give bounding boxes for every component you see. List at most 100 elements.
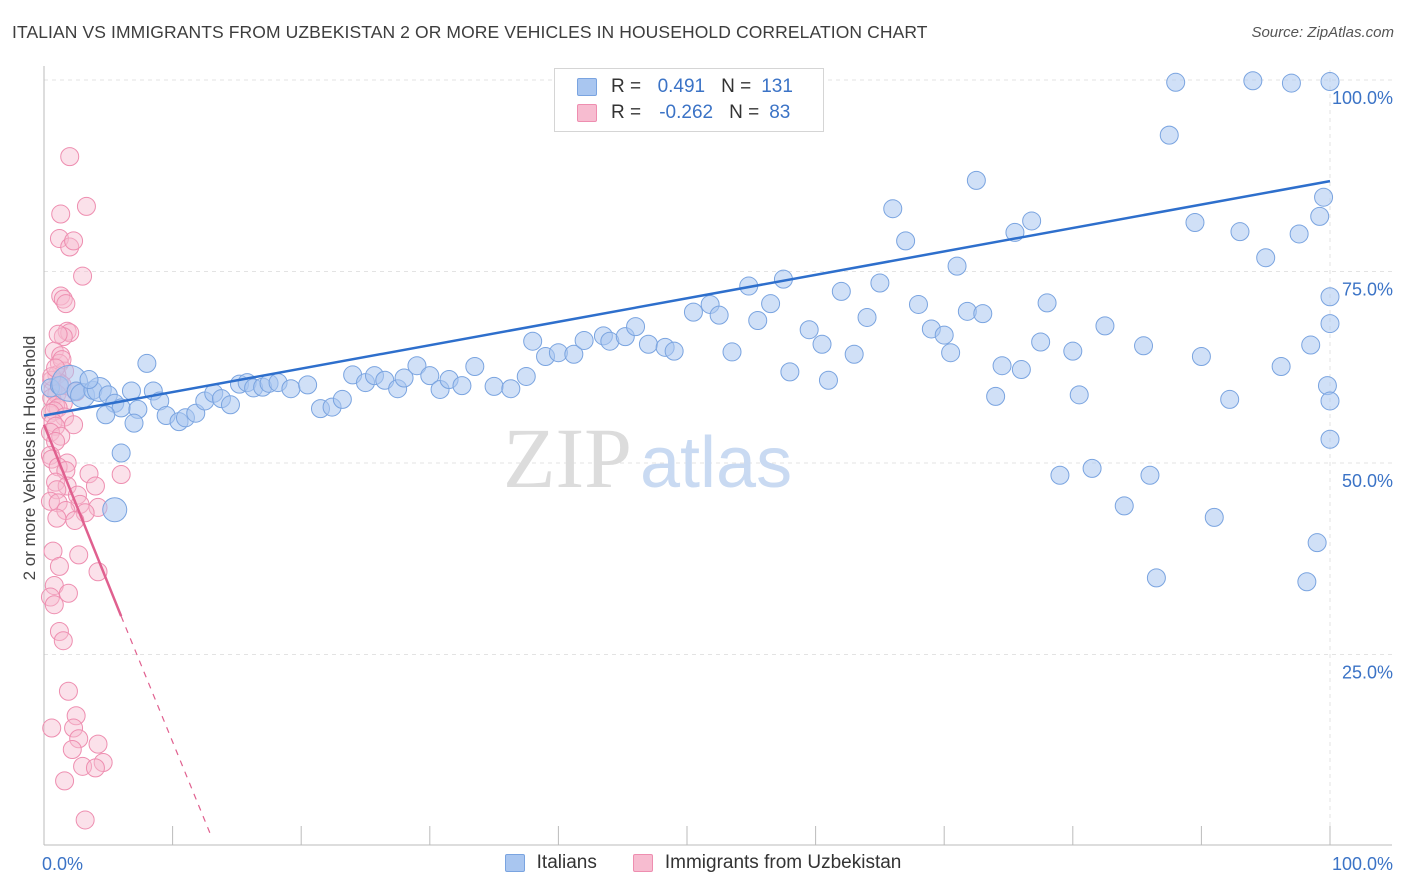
italians-point — [281, 379, 301, 399]
italians-point — [664, 341, 684, 361]
italians-point — [1289, 224, 1309, 244]
italians-point — [111, 443, 131, 463]
italians-point — [761, 294, 781, 314]
uzbekistan-points — [40, 147, 131, 830]
y-tick-label: 25.0% — [1342, 663, 1393, 683]
legend-r-label: R = — [611, 76, 642, 97]
legend-item-italians[interactable]: Italians — [504, 852, 597, 874]
uzbekistan-point — [46, 416, 66, 436]
y-tick-label: 50.0% — [1342, 471, 1393, 491]
italians-point — [1204, 507, 1224, 527]
uzbekistan-point — [58, 583, 78, 603]
italians-point — [1069, 385, 1089, 405]
italians-point — [1320, 72, 1340, 92]
italians-point — [452, 376, 472, 396]
italians-point — [137, 353, 157, 373]
italians-swatch — [504, 854, 525, 872]
legend-n-label: N = — [721, 76, 752, 97]
italians-point — [709, 305, 729, 325]
italians-trend-line — [43, 179, 1331, 417]
uzbekistan-point — [49, 556, 69, 576]
italians-point — [896, 231, 916, 251]
legend-r-value: 0.491 — [657, 76, 706, 97]
x-tick-label: 100.0% — [1332, 854, 1393, 874]
italians-point — [1134, 336, 1154, 356]
legend-label-uzbekistan: Immigrants from Uzbekistan — [664, 852, 902, 873]
uzbekistan-point — [75, 810, 95, 830]
italians-point — [748, 311, 768, 331]
italians-point — [1159, 125, 1179, 145]
chart-title: ITALIAN VS IMMIGRANTS FROM UZBEKISTAN 2 … — [12, 22, 928, 42]
italians-point — [1297, 572, 1317, 592]
y-tick-label: 100.0% — [1332, 88, 1393, 108]
legend-n-value: 131 — [761, 76, 793, 97]
legend-r-label: R = — [611, 102, 642, 123]
correlation-legend: R = 0.491 N = 131 R = -0.262 N = 83 — [554, 68, 824, 132]
italians-point — [1146, 568, 1166, 588]
italians-point — [124, 413, 144, 433]
italians-point — [1031, 332, 1051, 352]
italians-point — [722, 342, 742, 362]
uzbekistan-swatch — [577, 104, 597, 122]
italians-point — [1095, 316, 1115, 336]
italians-point — [1320, 314, 1340, 334]
uzbekistan-point — [51, 204, 71, 224]
uzbekistan-point — [44, 595, 64, 615]
italians-point — [992, 356, 1012, 376]
uzbekistan-point — [62, 739, 82, 759]
italians-point — [1230, 222, 1250, 242]
legend-n-value: 83 — [769, 102, 791, 123]
italians-point — [102, 497, 128, 523]
uzbekistan-point — [88, 734, 108, 754]
tick-labels: 25.0% 50.0% 75.0% 100.0% 0.0% 100.0% — [42, 88, 1393, 874]
uzbekistan-point — [48, 493, 68, 513]
uzbekistan-point — [60, 147, 80, 167]
uzbekistan-point — [85, 758, 105, 778]
italians-point — [501, 379, 521, 399]
italians-point — [1050, 465, 1070, 485]
uzbekistan-point — [46, 472, 66, 492]
uzbekistan-trend-line — [42, 424, 123, 617]
italians-point — [831, 281, 851, 301]
italians-point — [1271, 356, 1291, 376]
italians-swatch — [577, 78, 597, 96]
uzbekistan-point — [49, 622, 69, 642]
italians-point — [1256, 248, 1276, 268]
italians-point — [973, 304, 993, 324]
italians-point — [79, 370, 99, 390]
uzbekistan-point — [76, 196, 96, 216]
italians-point — [484, 376, 504, 396]
uzbekistan-point — [64, 718, 84, 738]
italians-point — [934, 325, 954, 345]
italians-point — [1140, 465, 1160, 485]
uzbekistan-point — [42, 718, 62, 738]
italians-point — [220, 395, 240, 415]
watermark-atlas: atlas — [640, 423, 792, 503]
uzbekistan-point — [53, 631, 73, 651]
italians-point — [516, 366, 536, 386]
legend-item-uzbekistan[interactable]: Immigrants from Uzbekistan — [632, 852, 902, 874]
italians-point — [941, 343, 961, 363]
italians-point — [96, 405, 116, 425]
watermark-zip: ZIP — [503, 410, 632, 506]
italians-point — [574, 330, 594, 350]
italians-point — [780, 362, 800, 382]
series-legend: Italians Immigrants from Uzbekistan — [0, 852, 1406, 874]
uzbekistan-point — [79, 464, 99, 484]
italians-points — [40, 71, 1340, 592]
uzbekistan-swatch — [632, 854, 653, 872]
italians-point — [1320, 391, 1340, 411]
italians-point — [1166, 72, 1186, 92]
uzbekistan-point — [47, 508, 67, 528]
uzbekistan-point — [53, 327, 73, 347]
uzbekistan-point — [40, 491, 60, 511]
uzbekistan-point — [51, 426, 71, 446]
uzbekistan-point — [55, 771, 75, 791]
italians-point — [638, 334, 658, 354]
x-tick-label: 0.0% — [42, 854, 83, 874]
italians-point — [332, 389, 352, 409]
uzbekistan-point — [48, 324, 68, 344]
italians-point — [626, 317, 646, 337]
italians-point — [812, 334, 832, 354]
